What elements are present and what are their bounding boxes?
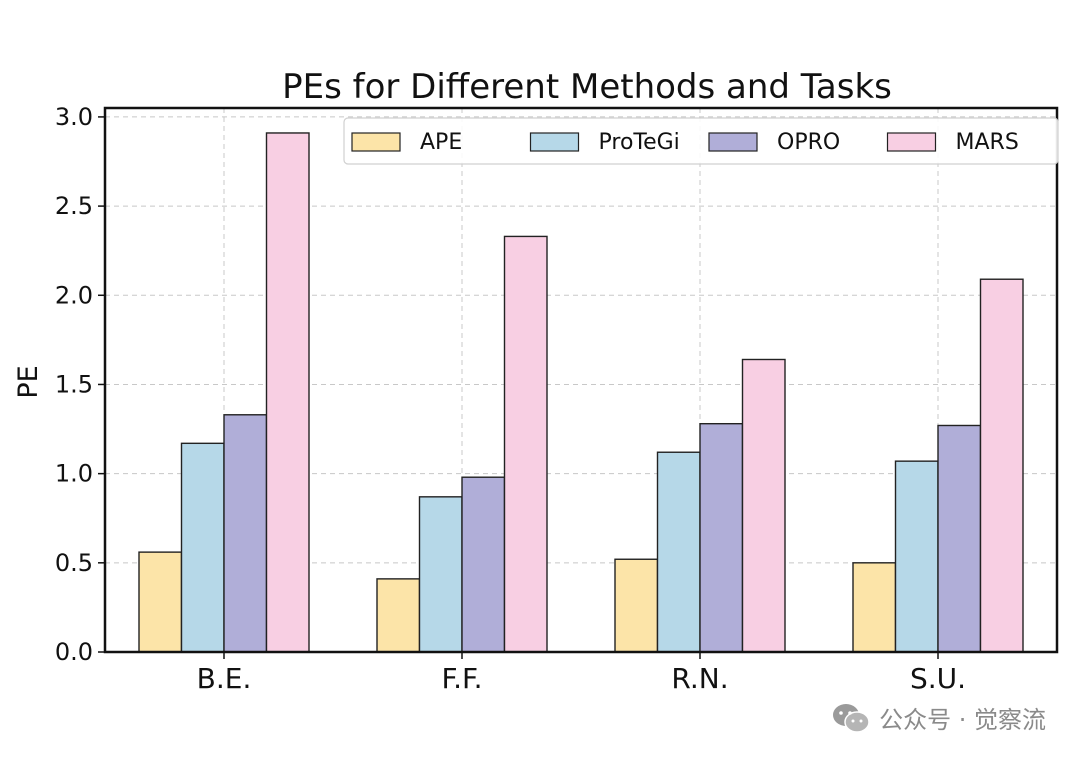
bar-opro-be bbox=[223, 414, 268, 653]
bar-protegi-ff bbox=[418, 496, 463, 653]
legend-label-opro: OPRO bbox=[777, 130, 840, 155]
bar-opro-rn bbox=[699, 422, 744, 653]
y-tick-label: 2.0 bbox=[55, 281, 93, 309]
x-tick-label: B.E. bbox=[197, 662, 252, 695]
bar-protegi-su bbox=[894, 460, 939, 653]
y-tick-label: 3.0 bbox=[55, 103, 93, 131]
legend-label-mars: MARS bbox=[956, 130, 1019, 155]
bars bbox=[138, 132, 1024, 653]
legend-box bbox=[343, 117, 1059, 165]
y-tick-label: 1.5 bbox=[55, 370, 93, 398]
bar-ape-rn bbox=[614, 558, 659, 653]
bar-mars-su bbox=[979, 278, 1024, 653]
y-tick-label: 0.0 bbox=[55, 638, 93, 666]
watermark: 公众号 · 觉察流 bbox=[831, 700, 1046, 735]
legend-label-ape: APE bbox=[420, 130, 462, 155]
y-axis-ticks: 0.0 0.5 1.0 1.5 2.0 2.5 3.0 bbox=[55, 103, 105, 666]
bar-mars-ff bbox=[503, 235, 548, 653]
x-tick-label: F.F. bbox=[441, 662, 482, 695]
bar-opro-ff bbox=[461, 476, 506, 653]
bar-mars-rn bbox=[741, 358, 786, 653]
legend-swatch-ape bbox=[351, 132, 401, 152]
bar-opro-su bbox=[937, 424, 982, 653]
y-tick-label: 1.0 bbox=[55, 460, 93, 488]
bar-protegi-be bbox=[180, 442, 225, 653]
legend-label-protegi: ProTeGi bbox=[599, 130, 680, 155]
plot-frame bbox=[103, 106, 1059, 654]
legend-swatch-protegi bbox=[529, 132, 580, 152]
bar-ape-ff bbox=[376, 578, 421, 653]
bar-protegi-rn bbox=[656, 451, 701, 653]
x-tick-label: R.N. bbox=[671, 662, 728, 695]
legend: APE ProTeGi OPRO MARS bbox=[343, 117, 1059, 165]
watermark-text: 公众号 · 觉察流 bbox=[879, 706, 1046, 734]
legend-swatch-opro bbox=[708, 132, 758, 152]
y-axis-label: PE bbox=[13, 365, 44, 398]
chart-title: PEs for Different Methods and Tasks bbox=[282, 67, 892, 107]
bar-ape-be bbox=[138, 551, 183, 653]
legend-swatch-mars bbox=[886, 132, 937, 152]
x-tick-label: S.U. bbox=[910, 662, 966, 695]
bar-ape-su bbox=[852, 562, 897, 653]
y-tick-label: 2.5 bbox=[55, 192, 93, 220]
wechat-icon bbox=[833, 703, 870, 733]
x-axis-ticks: B.E. F.F. R.N. S.U. bbox=[197, 652, 966, 695]
y-tick-label: 0.5 bbox=[55, 549, 93, 577]
bar-mars-be bbox=[265, 132, 310, 653]
